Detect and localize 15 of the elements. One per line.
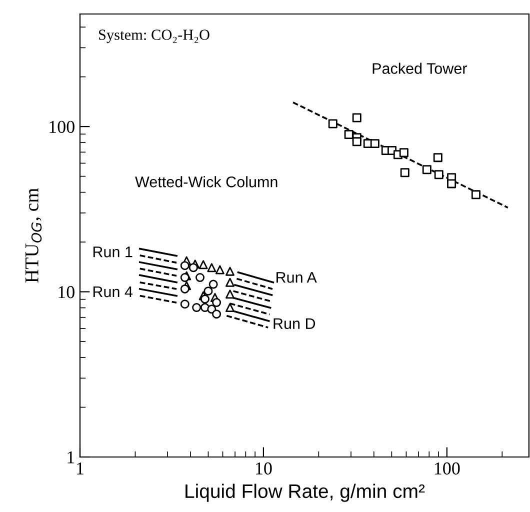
annotation: Wetted-Wick Column bbox=[135, 176, 278, 188]
annotation: Run A bbox=[276, 272, 317, 283]
annotation: Run 4 bbox=[93, 286, 133, 298]
annotation: System: CO₂-H₂O bbox=[98, 30, 210, 44]
x-tick-label: 10 bbox=[256, 462, 272, 475]
y-tick-label: 10 bbox=[58, 286, 74, 298]
x-tick-label: 1 bbox=[77, 462, 84, 474]
x-axis-title: Liquid Flow Rate, g/min cm² bbox=[186, 484, 425, 502]
y-tick-label: 100 bbox=[50, 120, 74, 133]
annotation: Packed Tower bbox=[372, 62, 467, 74]
y-axis-title: HTU$_{OG}$, cm bbox=[26, 188, 42, 283]
annotation: Run D bbox=[274, 318, 316, 330]
x-tick-label: 100 bbox=[434, 462, 460, 475]
y-tick-label: 1 bbox=[68, 451, 74, 464]
annotation: Run 1 bbox=[93, 246, 132, 258]
